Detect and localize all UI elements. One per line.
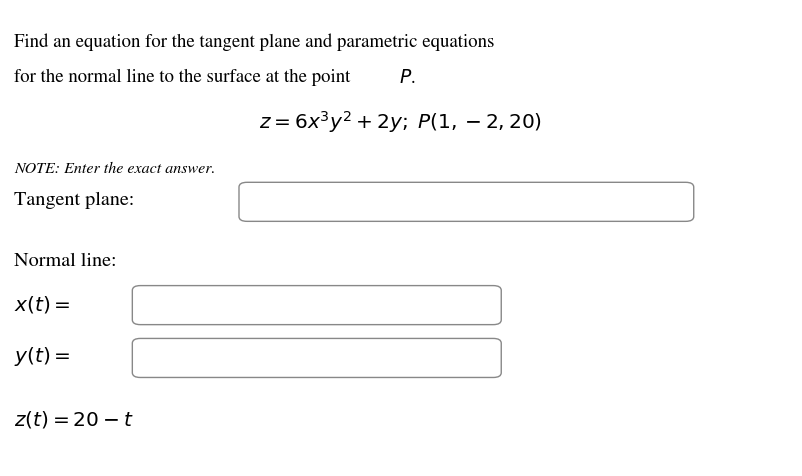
FancyBboxPatch shape xyxy=(132,338,501,377)
Text: NOTE: Enter the exact answer.: NOTE: Enter the exact answer. xyxy=(14,162,216,176)
Text: for the normal line to the surface at the point: for the normal line to the surface at th… xyxy=(14,69,355,86)
Text: $y(t) =$: $y(t) =$ xyxy=(14,346,71,368)
FancyBboxPatch shape xyxy=(132,286,501,325)
FancyBboxPatch shape xyxy=(239,182,694,221)
Text: $z(t) = 20 - t$: $z(t) = 20 - t$ xyxy=(14,409,134,430)
Text: Find an equation for the tangent plane and parametric equations: Find an equation for the tangent plane a… xyxy=(14,33,495,51)
Text: $P$.: $P$. xyxy=(399,69,416,87)
Text: $x(t) =$: $x(t) =$ xyxy=(14,294,71,315)
Text: Tangent plane:: Tangent plane: xyxy=(14,192,135,209)
Text: $z = 6x^3y^2 + 2y; \; P(1, -2, 20)$: $z = 6x^3y^2 + 2y; \; P(1, -2, 20)$ xyxy=(260,109,542,135)
Text: Normal line:: Normal line: xyxy=(14,253,117,270)
